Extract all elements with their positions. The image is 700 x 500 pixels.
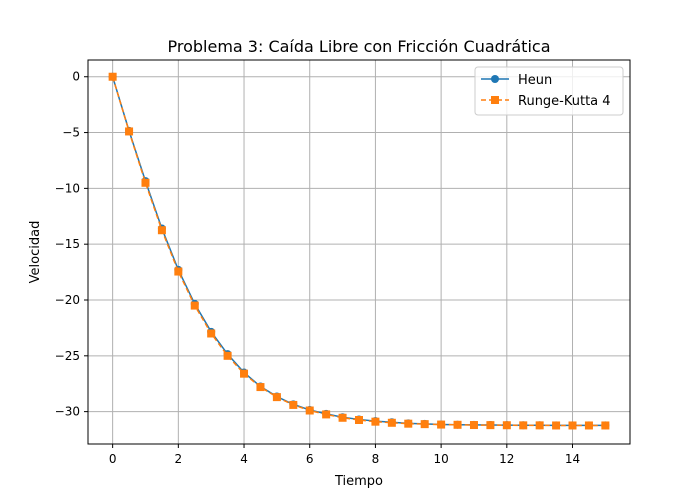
y-tick-label: −25: [55, 349, 80, 363]
data-point: [552, 421, 561, 430]
data-point: [157, 226, 166, 235]
series-line: [111, 76, 606, 427]
data-point: [289, 400, 298, 409]
y-tick-label: −30: [55, 405, 80, 419]
data-point: [223, 351, 232, 360]
data-point: [601, 421, 610, 430]
data-point: [190, 301, 199, 310]
data-point: [404, 419, 413, 428]
legend: Heun Runge-Kutta 4: [474, 66, 624, 116]
chart-title: Problema 3: Caída Libre con Fricción Cua…: [167, 37, 550, 56]
y-tick-label: −15: [55, 237, 80, 251]
data-point: [387, 418, 396, 427]
legend-label-rk4: Runge-Kutta 4: [518, 94, 611, 109]
data-point: [437, 420, 446, 429]
data-point: [355, 416, 363, 424]
axes-frame: [87, 59, 631, 445]
data-point: [338, 413, 347, 422]
data-point: [568, 421, 577, 430]
data-point: [535, 421, 544, 430]
x-tick-label: 10: [433, 452, 448, 466]
data-point: [272, 393, 281, 402]
x-tick-label: 6: [306, 452, 314, 466]
legend-marker-rk4: [491, 96, 499, 104]
plot-area: [108, 72, 610, 430]
data-point: [174, 267, 183, 276]
y-tick-label: 0: [72, 70, 80, 84]
data-point: [486, 421, 495, 430]
x-tick-label: 0: [109, 452, 117, 466]
x-tick-label: 2: [175, 452, 183, 466]
series-line: [111, 76, 606, 427]
data-point: [584, 421, 593, 430]
y-tick-label: −5: [62, 126, 80, 140]
x-tick-label: 4: [240, 452, 248, 466]
data-point: [371, 417, 380, 426]
data-point: [256, 383, 265, 392]
data-point: [141, 178, 150, 187]
legend-label-heun: Heun: [518, 73, 552, 88]
y-tick-label: −20: [55, 293, 80, 307]
x-tick-label: 12: [499, 452, 514, 466]
data-point: [519, 421, 528, 430]
legend-box: [474, 66, 624, 116]
x-axis-label: Tiempo: [334, 474, 383, 489]
data-point: [502, 421, 511, 430]
data-point: [207, 329, 216, 338]
grid: [88, 60, 630, 444]
series-rk4: [108, 72, 610, 430]
data-point: [108, 72, 117, 81]
data-point: [420, 420, 429, 429]
x-axis-ticks: 0 2 4 6 8 10 12 14: [109, 444, 580, 466]
legend-marker-heun: [491, 75, 499, 83]
series-heun: [108, 72, 610, 430]
x-tick-label: 14: [565, 452, 580, 466]
data-point: [453, 420, 462, 429]
y-axis-ticks: 0 −5 −10 −15 −20 −25 −30: [55, 70, 88, 419]
data-point: [322, 410, 331, 419]
y-axis-label: Velocidad: [28, 221, 43, 284]
data-point: [125, 127, 134, 136]
data-point: [240, 369, 249, 378]
data-point: [469, 421, 478, 430]
x-tick-label: 8: [372, 452, 380, 466]
y-tick-label: −10: [55, 181, 80, 195]
data-point: [305, 406, 314, 415]
